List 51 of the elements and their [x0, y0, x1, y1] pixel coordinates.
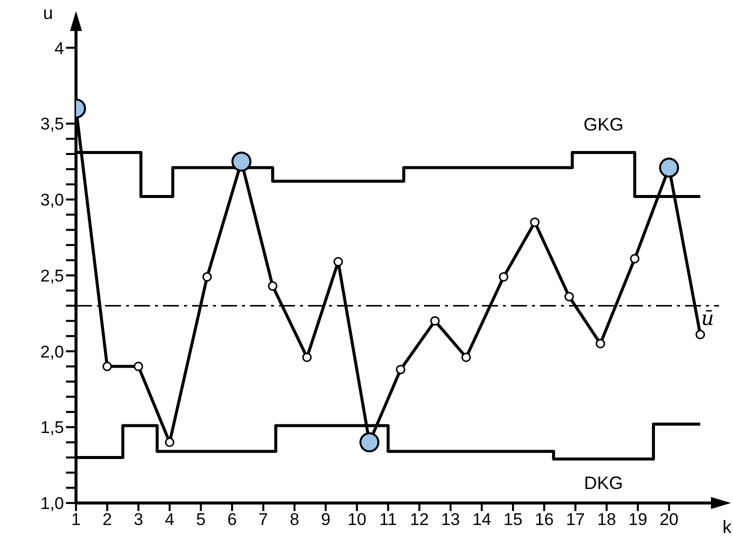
x-tick-label: 5 — [196, 510, 206, 530]
point — [696, 330, 706, 340]
y-tick-label: 4 — [54, 38, 64, 58]
x-tick-label: 20 — [660, 510, 679, 530]
x-tick-label: 12 — [410, 510, 429, 530]
point — [164, 438, 174, 448]
x-tick-label: 19 — [628, 510, 648, 530]
point — [430, 316, 440, 326]
x-tick-label: 1 — [71, 510, 81, 530]
y-tick-label: 2,5 — [40, 266, 64, 286]
point — [461, 352, 471, 362]
x-tick-label: 3 — [134, 510, 144, 530]
point — [231, 152, 252, 172]
point — [359, 432, 380, 452]
x-tick-label: 18 — [597, 510, 616, 530]
x-tick-label: 6 — [227, 510, 237, 530]
x-tick-label: 8 — [290, 510, 300, 530]
x-tick-label: 9 — [320, 510, 330, 530]
x-tick-label: 11 — [379, 510, 397, 530]
y-tick-label: 1,5 — [40, 418, 64, 438]
point — [202, 272, 212, 282]
x-tick-label: 10 — [347, 510, 366, 530]
point — [659, 158, 680, 178]
point — [630, 254, 640, 264]
x-tick-label: 17 — [566, 510, 585, 530]
y-axis-title: u — [42, 3, 54, 23]
x-tick-label: 14 — [472, 510, 492, 530]
x-tick-label: 7 — [258, 510, 268, 530]
x-axis-title: k — [722, 517, 732, 537]
point — [102, 362, 112, 372]
series-label: DKG — [584, 472, 624, 493]
point — [134, 362, 144, 372]
point — [302, 352, 312, 362]
point — [333, 256, 343, 266]
series-label: GKG — [584, 114, 624, 134]
point — [498, 272, 508, 282]
y-tick-label: 1,0 — [40, 494, 64, 514]
x-tick-label: 15 — [504, 510, 522, 530]
point — [564, 292, 574, 302]
x-tick-label: 4 — [164, 510, 174, 530]
point — [530, 218, 540, 228]
point — [396, 364, 406, 374]
point — [268, 281, 278, 291]
x-tick-label: 13 — [441, 510, 460, 530]
y-tick-label: 2,0 — [40, 342, 64, 362]
x-tick-label: 16 — [534, 510, 554, 530]
point — [596, 338, 606, 348]
ref-line-label: ū — [701, 306, 714, 330]
y-tick-label: 3,0 — [40, 190, 64, 210]
x-tick-label: 2 — [102, 510, 112, 530]
y-tick-label: 3,5 — [40, 114, 64, 134]
